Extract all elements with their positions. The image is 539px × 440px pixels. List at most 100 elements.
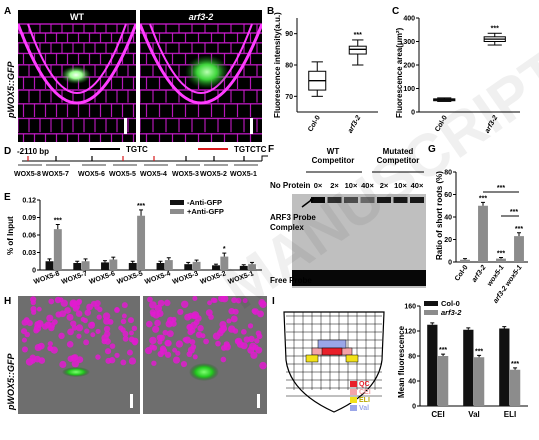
panel-g-significance: *** (497, 251, 505, 258)
panelE-bar (248, 264, 257, 270)
panel-c-ylabel: Fluorescence area(μm²) (395, 27, 404, 118)
panel-g-bracket-significance: *** (510, 209, 518, 216)
panel-f-lane-label: 10× (394, 181, 407, 190)
panel-f-complex-band (344, 197, 358, 203)
panelC-ytick-label: 400 (403, 16, 415, 23)
panel-h-left-scale-bar (130, 394, 133, 408)
panelE-significance: *** (137, 203, 145, 210)
panel-f-free-probe-band (292, 270, 426, 286)
panelE-category-label: WOX5-6 (88, 270, 116, 286)
panelE-legend-label: +Anti-GFP (187, 207, 224, 216)
panel-f-lane-label: 10× (345, 181, 358, 190)
panel-h-left-nuclei (20, 296, 139, 369)
panel-i-letter: I (272, 296, 275, 307)
panelI-legend-label: arf3-2 (441, 308, 462, 317)
panel-f-complex-band (410, 197, 424, 203)
panel-g-significance: *** (515, 226, 523, 233)
panel-h-right-gfp (189, 363, 219, 381)
panel-f-complex-band (360, 197, 375, 203)
panel-i-eli-region-left (305, 354, 319, 363)
panelE-bar (45, 261, 54, 270)
panelE-category-label: WOX5-5 (116, 270, 144, 286)
panel-g-category-label: arf3-2 (471, 264, 488, 284)
panel-g-bar (514, 236, 524, 262)
panel-f-letter: F (268, 144, 274, 155)
panel-f-complex-band (311, 197, 325, 203)
panel-f-mut-competitor: Mutated Competitor (377, 147, 420, 165)
panelI-bar (510, 369, 521, 406)
panel-i-key-label: ELI (359, 397, 370, 404)
panel-d-fragment-label: WOX5-4 (140, 171, 167, 178)
panelI-bar (438, 356, 449, 406)
panelE-category-label: WOX5-3 (172, 270, 200, 286)
panelB-category-label: Col-0 (307, 114, 322, 133)
panelE-bar (156, 263, 165, 270)
panel-h-ylabel: pWOX5::GFP (6, 353, 16, 411)
panel-d-fragment-label: WOX5-3 (172, 171, 199, 178)
panelI-ytick-label: 40 (408, 379, 416, 386)
panel-f-lane-label: 40× (411, 181, 424, 190)
panel-d-tss-arrow (261, 155, 268, 161)
panelE-bar (128, 263, 137, 270)
panelE-legend-swatch (170, 200, 184, 205)
panel-i-qc-region (321, 347, 343, 356)
panelI-bar (427, 324, 438, 406)
panelB-significance: *** (354, 32, 362, 39)
panel-a: A pWOX5::GFP WT arf3-2 (4, 6, 262, 142)
panel-c-letter: C (392, 6, 399, 17)
panel-f-wt-competitor: WT Competitor (312, 147, 355, 165)
panelI-ytick-label: 0 (412, 404, 416, 411)
panel-e-letter: E (4, 192, 11, 203)
panel-a-wt-gfp-signal (61, 66, 91, 84)
panelI-legend-label: Col-0 (441, 299, 460, 308)
panel-f-complex-band (327, 197, 342, 203)
panel-f-lane-label: 40× (361, 181, 374, 190)
panel-f-lane-label: 2× (330, 181, 339, 190)
panel-b: B Fluorescence intensity(a.u.) 70 80 90 Col… (267, 6, 378, 135)
panelE-bar (101, 262, 109, 270)
panel-i-key-label: Val (359, 405, 369, 412)
panel-g-ytick-label: 40 (444, 215, 452, 222)
panel-a-wt-cell-walls (18, 23, 136, 142)
panelE-bar (239, 265, 248, 270)
panelC-ytick-label: 300 (403, 39, 415, 46)
panelE-legend-label: -Anti-GFP (187, 198, 222, 207)
panelE-category-label: WOX5-8 (33, 270, 61, 286)
panelE-ytick-label: 0.06 (22, 233, 36, 240)
panel-f-complex-label: ARF3 Probe Complex (270, 213, 316, 232)
panel-i-key-label: QC (359, 381, 370, 388)
panel-f: F WT Competitor Mutated Competitor No Prot… (268, 144, 426, 288)
panelI-ytick-label: 80 (408, 354, 416, 361)
panel-d-fragment-label: WOX5-2 (200, 171, 227, 178)
panelE-category-label: WOX5-4 (144, 270, 172, 286)
panel-d-fragment-label: WOX5-8 (14, 171, 41, 178)
panelI-category-label: Val (468, 410, 480, 419)
panel-h-left-image (18, 296, 140, 414)
panelE-ytick-label: 0.03 (22, 250, 36, 257)
panel-h-left-gfp (62, 367, 90, 377)
panel-d-fragment-label: WOX5-7 (42, 171, 69, 178)
panelI-ytick-label: 160 (404, 304, 416, 311)
panelI-ytick-label: 120 (404, 329, 416, 336)
panel-b-letter: B (267, 6, 274, 17)
panel-f-free-probe-label: Free Probe (270, 276, 312, 285)
panelI-bar (474, 357, 485, 406)
panel-g-bar (460, 259, 470, 262)
panel-a-ylabel: pWOX5::GFP (6, 61, 16, 119)
panel-i-root-diagram (283, 311, 385, 413)
panel-d-motif1-label: TGTC (126, 145, 148, 154)
panel-g-ytick-label: 60 (444, 192, 452, 199)
panel-a-arf3-title: arf3-2 (189, 12, 214, 22)
panelI-bar (463, 329, 474, 406)
panel-h-right-nuclei (145, 296, 267, 370)
panel-f-no-protein-lane (296, 197, 310, 200)
panel-i-key-swatch (350, 389, 357, 395)
panelE-bar (184, 264, 193, 270)
panelI-legend-swatch (424, 301, 438, 306)
panelE-bar (212, 265, 220, 270)
panel-a-arf3-image: arf3-2 (140, 10, 262, 142)
panelE-legend-swatch (170, 209, 184, 214)
